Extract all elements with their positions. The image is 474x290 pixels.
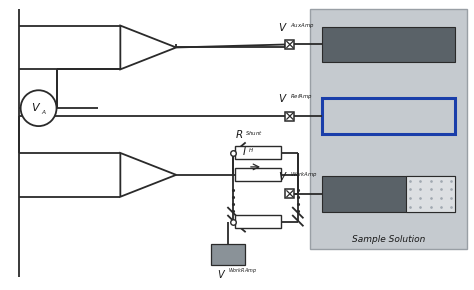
Polygon shape [120, 26, 176, 69]
Text: $_{WorkRAmp}$: $_{WorkRAmp}$ [228, 267, 257, 276]
Bar [285, 189, 294, 198]
Bar [235, 168, 281, 181]
Text: $V$: $V$ [31, 101, 42, 113]
Bar [235, 215, 281, 228]
Text: $V$: $V$ [217, 269, 226, 280]
Text: $_{Shunt}$: $_{Shunt}$ [245, 129, 263, 138]
Bar [322, 27, 456, 62]
Text: $_H$: $_H$ [248, 146, 254, 155]
Bar [406, 176, 456, 212]
Bar [235, 146, 281, 160]
Text: $V$: $V$ [278, 170, 288, 182]
Bar [285, 40, 294, 49]
Text: $V$: $V$ [278, 21, 288, 32]
Text: Sample Solution: Sample Solution [352, 235, 425, 244]
Text: $R$: $R$ [235, 128, 243, 140]
Bar [211, 244, 245, 265]
Bar [285, 112, 294, 121]
Text: $_A$: $_A$ [41, 108, 46, 117]
Text: $I$: $I$ [242, 145, 247, 157]
Text: $_{AuxAmp}$: $_{AuxAmp}$ [290, 21, 314, 30]
Polygon shape [120, 153, 176, 197]
Text: $_{WorkAmp}$: $_{WorkAmp}$ [290, 170, 318, 180]
Bar [322, 176, 456, 212]
Text: $_{RefAmp}$: $_{RefAmp}$ [290, 93, 313, 102]
Bar [310, 9, 467, 249]
Bar [322, 98, 456, 134]
Circle shape [21, 90, 56, 126]
Text: $V$: $V$ [278, 92, 288, 104]
